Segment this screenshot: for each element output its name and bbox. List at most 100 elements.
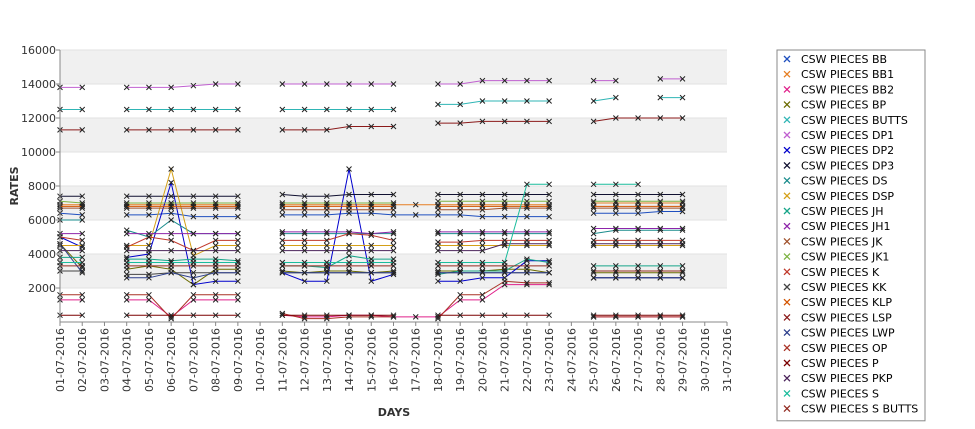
data-point-marker: [346, 242, 352, 249]
data-point-marker: [546, 240, 552, 247]
data-point-marker: [212, 203, 219, 210]
data-point-marker: [435, 247, 441, 254]
data-point-marker: [412, 201, 419, 208]
legend-marker: [783, 177, 791, 185]
data-point-marker: [235, 242, 241, 249]
data-point-marker: [546, 181, 552, 188]
data-point-marker: [501, 98, 508, 104]
data-point-marker: [679, 240, 686, 247]
data-point-marker: [212, 242, 219, 249]
legend-marker: [783, 283, 791, 291]
data-point-marker: [657, 203, 664, 210]
data-point-marker: [635, 203, 641, 210]
data-point-marker: [190, 106, 197, 113]
series-line: [126, 265, 238, 286]
data-point-marker: [390, 123, 397, 130]
data-point-marker: [190, 269, 197, 276]
legend-marker: [783, 374, 791, 382]
data-point-marker: [79, 268, 86, 274]
legend-marker: [783, 131, 791, 139]
legend-marker: [783, 85, 791, 93]
data-point-marker: [524, 203, 530, 210]
data-point-marker: [323, 312, 330, 319]
legend-marker: [783, 55, 791, 63]
data-point-marker: [612, 191, 619, 198]
legend-label: CSW PIECES DP3: [801, 159, 894, 172]
data-point-marker: [390, 191, 397, 198]
x-tick-label: 22-07-2016: [521, 328, 534, 392]
data-point-marker: [79, 217, 86, 223]
data-point-marker: [323, 203, 330, 210]
legend-label: CSW PIECES DP2: [801, 144, 894, 157]
data-point-marker: [635, 191, 641, 198]
data-point-marker: [279, 212, 286, 218]
legend-label: CSW PIECES K: [801, 266, 880, 279]
data-point-marker: [235, 213, 241, 220]
legend-marker: [783, 237, 791, 245]
data-point-marker: [168, 210, 175, 217]
data-point-marker: [368, 81, 375, 87]
data-point-marker: [190, 82, 197, 89]
data-point-marker: [346, 203, 352, 210]
data-point-marker: [301, 269, 308, 276]
data-point-marker: [501, 118, 508, 125]
data-point-marker: [323, 278, 330, 285]
legend-marker: [783, 344, 791, 352]
legend-marker: [783, 207, 791, 215]
legend: CSW PIECES BB CSW PIECES BB1 CSW PIECES BB…: [776, 49, 926, 422]
data-point-marker: [479, 291, 486, 298]
data-point-marker: [235, 127, 241, 133]
data-point-marker: [190, 213, 197, 220]
data-point-marker: [123, 274, 130, 281]
data-point-marker: [279, 203, 286, 210]
data-point-marker: [479, 247, 486, 254]
data-point-marker: [590, 118, 597, 125]
data-point-marker: [590, 263, 597, 269]
data-point-marker: [546, 263, 552, 269]
legend-marker: [783, 101, 791, 109]
data-point-marker: [501, 203, 508, 210]
data-point-marker: [635, 198, 641, 205]
data-point-marker: [612, 181, 619, 188]
data-point-marker: [479, 237, 486, 244]
data-point-marker: [390, 269, 397, 276]
x-tick-label: 30-07-2016: [699, 328, 712, 392]
data-point-marker: [123, 242, 130, 249]
data-point-marker: [123, 297, 130, 303]
x-tick-label: 14-07-2016: [343, 328, 356, 392]
data-point-marker: [612, 203, 619, 210]
data-point-marker: [435, 198, 441, 205]
data-point-marker: [590, 77, 597, 84]
series-line: [437, 260, 550, 282]
x-tick-label: 25-07-2016: [588, 328, 601, 392]
data-point-marker: [368, 191, 375, 198]
series-11: [57, 225, 686, 237]
data-point-marker: [435, 81, 441, 87]
data-point-marker: [657, 268, 664, 274]
data-point-marker: [457, 239, 464, 245]
x-tick-label: 03-07-2016: [98, 328, 111, 392]
data-point-marker: [435, 312, 441, 319]
series-line: [282, 168, 394, 282]
data-point-marker: [390, 106, 397, 113]
data-point-marker: [590, 274, 597, 281]
legend-marker: [783, 329, 791, 337]
data-point-marker: [657, 263, 664, 269]
series-line: [59, 236, 83, 241]
data-point-marker: [501, 77, 508, 84]
data-point-marker: [235, 269, 241, 276]
data-point-marker: [146, 297, 152, 303]
legend-marker: [783, 222, 791, 230]
data-point-marker: [212, 263, 219, 269]
series-line: [59, 243, 83, 268]
data-point-marker: [346, 230, 352, 237]
data-point-marker: [301, 247, 308, 254]
data-point-marker: [657, 76, 664, 82]
series-line: [437, 239, 550, 243]
legend-label: CSW PIECES BB1: [801, 68, 894, 81]
data-point-marker: [524, 213, 530, 220]
series-line: [126, 294, 238, 320]
data-point-marker: [323, 242, 330, 249]
series-18: [57, 240, 686, 281]
x-tick-label: 19-07-2016: [454, 328, 467, 392]
